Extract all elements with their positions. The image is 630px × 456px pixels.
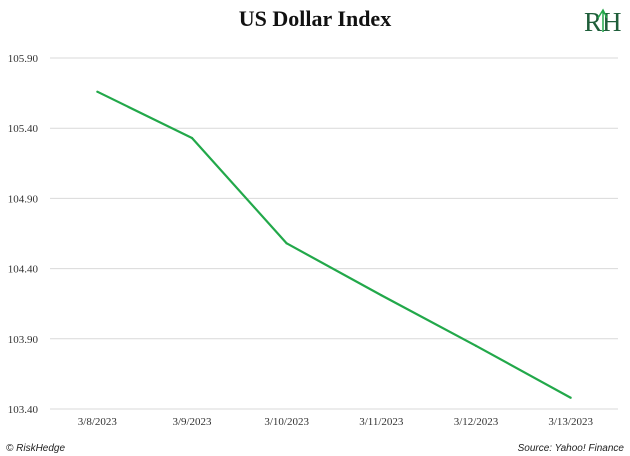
- data-point: [96, 90, 99, 93]
- series-line: [96, 90, 572, 399]
- copyright-label: © RiskHedge: [6, 443, 65, 454]
- x-tick-label: 3/12/2023: [454, 416, 499, 428]
- series-layer: [96, 90, 572, 399]
- chart-title: US Dollar Index: [239, 6, 391, 31]
- x-tick-label: 3/11/2023: [359, 416, 404, 428]
- riskhedge-logo: RH: [584, 7, 622, 37]
- x-axis-ticks: 3/8/2023 3/9/2023 3/10/2023 3/11/2023 3/12/2…: [78, 416, 594, 428]
- x-tick-label: 3/13/2023: [548, 416, 593, 428]
- y-tick-label: 103.90: [8, 334, 39, 346]
- data-point: [569, 396, 572, 399]
- data-point: [190, 136, 194, 140]
- logo-leaf-icon: [597, 8, 608, 32]
- y-tick-label: 103.40: [8, 404, 39, 416]
- data-point: [380, 294, 383, 297]
- y-tick-label: 104.40: [8, 264, 39, 276]
- y-tick-label: 105.90: [8, 53, 39, 65]
- y-tick-label: 105.40: [8, 123, 39, 135]
- x-tick-label: 3/8/2023: [78, 416, 118, 428]
- y-axis-ticks: 105.90 105.40 104.90 104.40 103.90 103.40: [8, 53, 39, 416]
- source-label: Source: Yahoo! Finance: [518, 443, 625, 454]
- x-tick-label: 3/10/2023: [264, 416, 309, 428]
- data-point: [474, 344, 478, 347]
- y-tick-label: 104.90: [8, 193, 39, 205]
- data-point: [285, 242, 288, 245]
- x-tick-label: 3/9/2023: [172, 416, 212, 428]
